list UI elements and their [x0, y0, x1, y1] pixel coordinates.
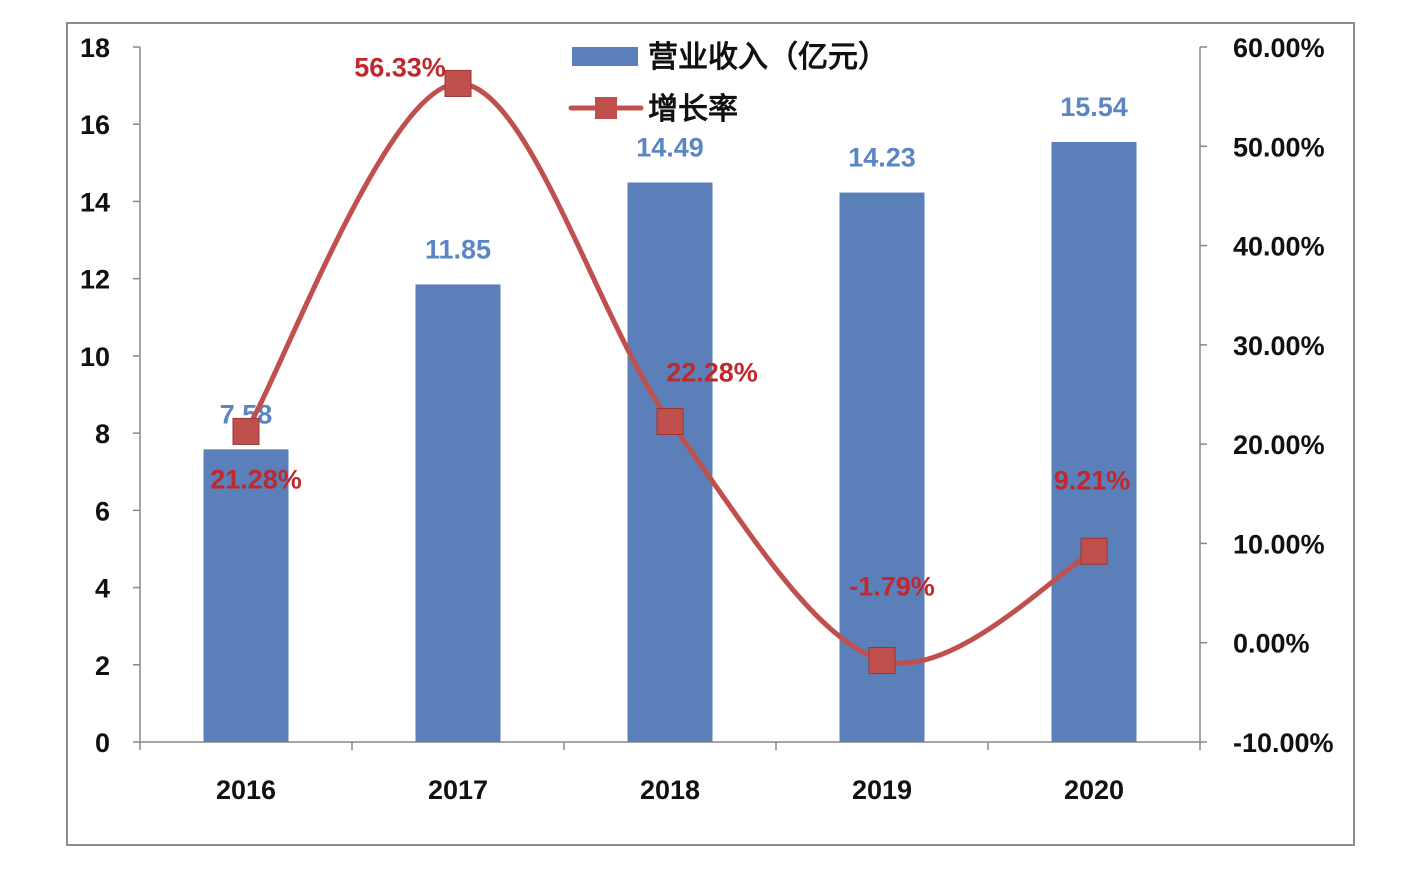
left-tick-label: 18	[80, 33, 110, 63]
growth-data-label: -1.79%	[849, 571, 935, 601]
left-tick-label: 6	[95, 496, 110, 526]
bar-data-label: 14.23	[848, 143, 916, 173]
growth-marker	[444, 69, 472, 97]
growth-data-label: 21.28%	[210, 464, 302, 494]
legend-line-marker	[595, 97, 617, 119]
left-tick-label: 10	[80, 342, 110, 372]
bar-data-label: 15.54	[1060, 92, 1128, 122]
bar	[203, 449, 289, 742]
growth-line	[243, 80, 1096, 666]
right-tick-label: -10.00%	[1233, 728, 1334, 758]
growth-data-label: 22.28%	[666, 358, 758, 388]
x-tick-label: 2016	[216, 775, 276, 805]
right-tick-label: 0.00%	[1233, 629, 1310, 659]
bar	[415, 284, 501, 742]
left-tick-label: 4	[95, 574, 110, 604]
bar-data-label: 14.49	[636, 133, 704, 163]
x-tick-label: 2018	[640, 775, 700, 805]
left-tick-label: 14	[80, 187, 110, 217]
right-tick-label: 60.00%	[1233, 33, 1325, 63]
bar-data-label: 11.85	[425, 234, 491, 264]
growth-marker	[656, 408, 684, 436]
x-tick-label: 2019	[852, 775, 912, 805]
left-tick-label: 8	[95, 419, 110, 449]
growth-data-label: 9.21%	[1054, 465, 1131, 495]
x-tick-label: 2017	[428, 775, 488, 805]
left-tick-label: 12	[80, 265, 110, 295]
legend-bar-label: 营业收入（亿元）	[648, 40, 888, 74]
bar	[1051, 141, 1137, 742]
right-tick-label: 50.00%	[1233, 132, 1325, 162]
legend: 营业收入（亿元） 增长率	[568, 40, 888, 126]
x-tick-label: 2020	[1064, 775, 1124, 805]
right-tick-label: 10.00%	[1233, 529, 1325, 559]
chart-frame	[66, 22, 1355, 846]
legend-bar-swatch	[572, 47, 638, 66]
right-tick-label: 20.00%	[1233, 430, 1325, 460]
left-tick-label: 2	[95, 651, 110, 681]
growth-marker	[1080, 537, 1108, 565]
growth-marker	[868, 646, 896, 674]
right-tick-label: 30.00%	[1233, 331, 1325, 361]
left-tick-label: 0	[95, 728, 110, 758]
legend-line-label: 增长率	[648, 93, 738, 126]
growth-marker	[232, 417, 260, 445]
growth-data-label: 56.33%	[354, 52, 446, 82]
right-tick-label: 40.00%	[1233, 232, 1325, 262]
left-tick-label: 16	[80, 110, 110, 140]
